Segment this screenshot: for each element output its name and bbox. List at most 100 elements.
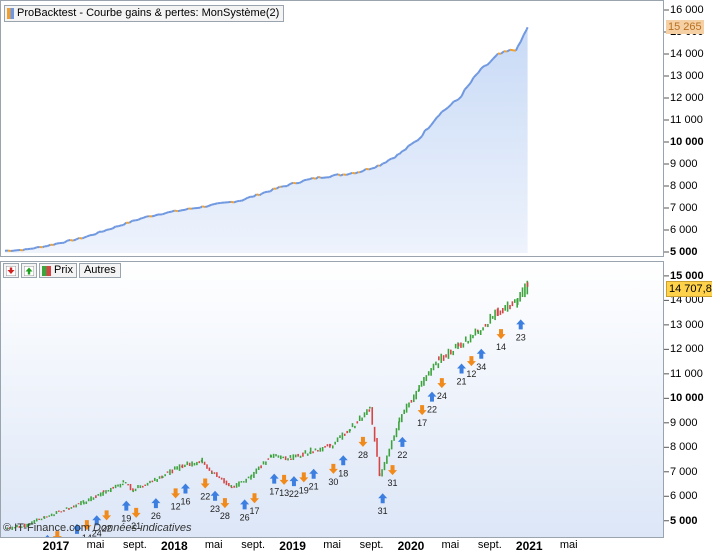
trade-label: 13	[279, 488, 289, 498]
equity-y-tick: 11 000	[670, 114, 703, 126]
time-axis-label: mai	[205, 539, 223, 551]
equity-segment	[340, 174, 343, 175]
trade-label: 12	[171, 501, 181, 511]
equity-last-value-tag: 15 265	[666, 20, 704, 34]
trade-label: 22	[427, 405, 437, 415]
equity-curve-panel: ProBacktest - Courbe gains & pertes: Mon…	[0, 0, 664, 257]
trade-label: 21	[457, 376, 467, 386]
others-button[interactable]: Autres	[79, 263, 121, 278]
equity-segment	[231, 202, 234, 203]
equity-segment	[104, 230, 107, 232]
others-button-label: Autres	[84, 263, 116, 278]
time-axis-label: mai	[87, 539, 105, 551]
credit-note: Données indicatives	[93, 522, 191, 534]
equity-segment	[333, 175, 336, 176]
equity-segment	[360, 171, 363, 172]
equity-segment	[304, 180, 307, 181]
equity-segment	[299, 182, 301, 183]
equity-segment	[248, 197, 251, 198]
trade-label: 12	[466, 369, 476, 379]
equity-segment	[319, 177, 321, 178]
equity-segment	[237, 201, 240, 202]
equity-segment	[163, 213, 166, 214]
price-y-tick: 7 000	[670, 466, 698, 478]
price-color-icon	[42, 266, 51, 276]
trade-label: 18	[338, 468, 348, 478]
trade-label: 26	[151, 511, 161, 521]
trade-label: 17	[269, 487, 279, 497]
equity-segment	[366, 169, 369, 170]
equity-segment	[53, 244, 56, 245]
equity-segment	[119, 225, 122, 226]
equity-title-text: ProBacktest - Courbe gains & pertes: Mon…	[17, 6, 279, 21]
trade-label: 22	[200, 492, 210, 502]
equity-segment	[202, 206, 205, 207]
price-chart: 2318131511142422192126121622232826171713…	[1, 262, 664, 538]
equity-segment	[402, 150, 405, 151]
trade-label: 26	[240, 512, 250, 522]
equity-y-tick: 12 000	[670, 92, 704, 104]
equity-segment	[201, 206, 203, 207]
equity-segment	[343, 174, 346, 175]
price-button[interactable]: Prix	[39, 263, 77, 278]
equity-segment	[143, 217, 146, 218]
trade-label: 22	[289, 489, 299, 499]
equity-segment	[70, 240, 73, 241]
equity-segment	[56, 243, 59, 244]
trade-label: 24	[437, 391, 447, 401]
trade-label: 11	[72, 537, 81, 538]
equity-segment	[383, 163, 386, 164]
equity-segment	[352, 173, 355, 174]
equity-segment	[192, 208, 195, 209]
equity-segment	[290, 183, 293, 184]
equity-segment	[496, 54, 498, 56]
equity-y-axis	[664, 0, 712, 257]
trade-label: 16	[180, 496, 190, 506]
equity-segment	[260, 194, 262, 195]
equity-segment	[355, 172, 358, 173]
equity-segment	[214, 203, 217, 204]
sell-signal-button[interactable]	[3, 263, 19, 278]
trade-label: 28	[358, 450, 368, 460]
equity-segment	[392, 158, 395, 159]
equity-y-tick: 16 000	[670, 4, 704, 16]
price-y-tick: 8 000	[670, 441, 698, 453]
equity-segment	[245, 198, 248, 200]
equity-segment	[281, 186, 284, 187]
price-y-tick: 9 000	[670, 417, 698, 429]
time-axis-label: mai	[323, 539, 341, 551]
equity-segment	[264, 192, 267, 193]
equity-legend-swatch	[7, 8, 14, 19]
equity-segment	[437, 116, 439, 117]
equity-y-tick: 13 000	[670, 70, 704, 82]
trade-label: 31	[388, 478, 398, 488]
equity-y-tick: 10 000	[670, 136, 704, 148]
equity-segment	[175, 211, 178, 212]
trade-label: 28	[220, 511, 230, 521]
equity-segment	[527, 27, 528, 29]
equity-segment	[178, 211, 181, 212]
equity-segment	[242, 199, 245, 200]
equity-curve-title: ProBacktest - Courbe gains & pertes: Mon…	[4, 5, 284, 22]
time-axis-label: 2019	[279, 539, 306, 553]
equity-segment	[211, 204, 214, 205]
trade-label: 23	[516, 332, 526, 342]
time-axis-label: sept.	[241, 539, 265, 551]
buy-signal-button[interactable]	[21, 263, 37, 278]
equity-segment	[389, 159, 392, 161]
equity-segment	[73, 239, 76, 240]
equity-segment	[261, 192, 264, 194]
price-y-tick: 6 000	[670, 490, 698, 502]
equity-segment	[477, 73, 479, 75]
time-axis-label: 2018	[161, 539, 188, 553]
time-axis-label: 2021	[516, 539, 543, 553]
equity-segment	[330, 176, 333, 178]
equity-segment	[414, 141, 417, 142]
equity-y-tick: 5 000	[670, 246, 698, 258]
trade-label: 34	[476, 362, 486, 372]
equity-segment	[152, 216, 155, 217]
time-axis-label: 2020	[398, 539, 425, 553]
green-up-arrow-icon	[24, 266, 34, 276]
equity-segment	[346, 174, 349, 175]
equity-segment	[110, 229, 113, 230]
